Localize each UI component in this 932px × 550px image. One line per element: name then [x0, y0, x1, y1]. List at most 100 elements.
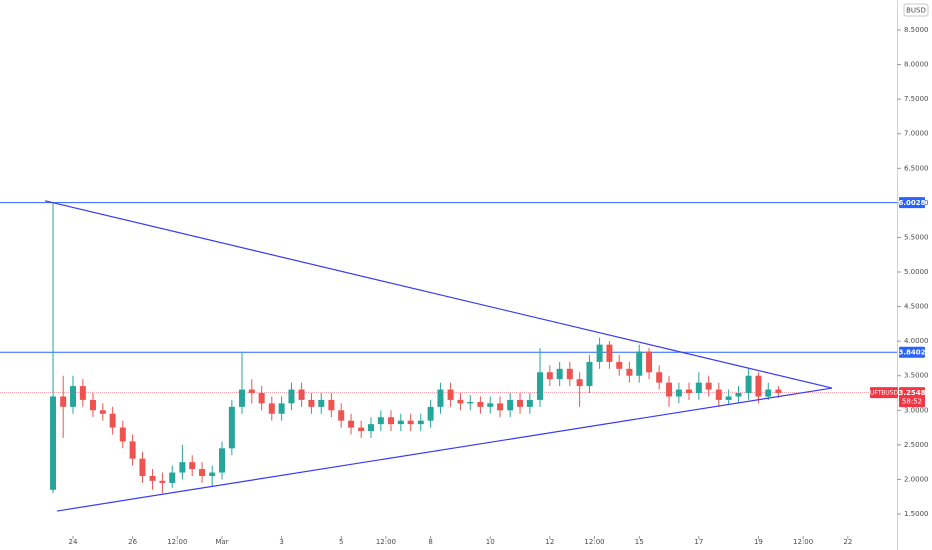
- candle-body: [89, 399, 96, 411]
- candle-body: [526, 399, 533, 407]
- candle-body: [228, 406, 235, 449]
- candle-body: [219, 448, 226, 473]
- x-tick-label: 12:00: [376, 538, 396, 546]
- candle-body: [636, 351, 643, 376]
- candle-body: [586, 361, 593, 387]
- candle-body: [79, 386, 86, 400]
- countdown-label: 58:52: [902, 398, 922, 406]
- x-tick-label: Mar: [215, 538, 228, 546]
- candle-body: [328, 399, 335, 411]
- candle-body: [735, 393, 742, 397]
- candle-body: [467, 402, 474, 404]
- candle-body: [775, 389, 782, 394]
- candle-body: [765, 389, 772, 397]
- candle-body: [487, 403, 494, 407]
- y-tick-label: 6.5000: [904, 164, 929, 172]
- candle-body: [189, 462, 196, 470]
- currency-label: BUSD: [906, 7, 926, 15]
- trend-line: [56, 387, 833, 512]
- candle-body: [199, 469, 206, 476]
- y-tick-label: 4.0000: [904, 337, 929, 345]
- candle-body: [169, 472, 176, 483]
- candle-body: [109, 413, 116, 428]
- candle-body: [387, 417, 394, 425]
- candle-body: [546, 372, 553, 380]
- x-tick-label: 10: [486, 538, 495, 546]
- level-tag: [899, 346, 925, 358]
- candle-body: [99, 410, 106, 414]
- candle-body: [318, 399, 325, 407]
- candle-body: [715, 389, 722, 400]
- candle-body: [725, 396, 732, 400]
- candle-body: [705, 382, 712, 390]
- candle-body: [666, 382, 673, 397]
- x-tick-label: 3: [279, 538, 283, 546]
- level-label: 3.8402: [898, 349, 925, 357]
- candle-body: [606, 344, 613, 362]
- candle-body: [298, 389, 305, 400]
- y-tick-label: 2.0000: [904, 475, 929, 483]
- candle-body: [407, 420, 414, 425]
- last-price-label: 3.2548: [898, 389, 925, 397]
- y-tick-label: 4.5000: [904, 303, 929, 311]
- x-tick-label: 5: [339, 538, 343, 546]
- candle-body: [675, 389, 682, 397]
- candle-body: [616, 361, 623, 369]
- x-tick-label: 8: [428, 538, 432, 546]
- candle-body: [626, 368, 633, 376]
- y-tick-label: 7.5000: [904, 95, 929, 103]
- y-tick-label: 5.0000: [904, 268, 929, 276]
- candle-body: [129, 441, 136, 459]
- candle-body: [348, 420, 355, 428]
- y-tick-label: 5.5000: [904, 233, 929, 241]
- candle-body: [278, 403, 285, 414]
- candle-body: [427, 406, 434, 421]
- y-tick-label: 1.5000: [904, 510, 929, 518]
- candle-body: [368, 424, 375, 432]
- candle-body: [497, 403, 504, 411]
- candle-body: [179, 462, 186, 473]
- x-tick-label: 26: [128, 538, 137, 546]
- x-tick-label: 12:00: [793, 538, 813, 546]
- symbol-label: UFTBUSD: [870, 390, 899, 397]
- x-tick-label: 12:00: [167, 538, 187, 546]
- candle-body: [258, 393, 265, 404]
- candle-body: [477, 402, 484, 407]
- candle-body: [50, 396, 57, 490]
- candle-body: [437, 389, 444, 407]
- trend-line: [44, 200, 833, 389]
- x-tick-label: 15: [635, 538, 644, 546]
- y-tick-label: 8.5000: [904, 26, 929, 34]
- level-tag: [899, 197, 925, 209]
- y-tick-label: 2.5000: [904, 441, 929, 449]
- candle-body: [358, 427, 365, 432]
- candle-body: [417, 420, 424, 425]
- candle-body: [755, 375, 762, 397]
- candle-body: [139, 458, 146, 476]
- candle-body: [695, 382, 702, 394]
- y-tick-label: 3.5000: [904, 372, 929, 380]
- x-tick-label: 12: [545, 538, 554, 546]
- candle-body: [288, 389, 295, 404]
- candle-body: [556, 368, 563, 380]
- candle-body: [656, 372, 663, 383]
- candle-body: [238, 389, 245, 407]
- candle-body: [119, 427, 126, 442]
- symbol-tag: [870, 387, 898, 399]
- candle-body: [308, 399, 315, 407]
- candle-body: [248, 389, 255, 394]
- price-tag: [899, 387, 925, 408]
- candle-body: [377, 417, 384, 425]
- x-tick-label: 24: [69, 538, 78, 546]
- candle-body: [268, 403, 275, 414]
- candle-body: [159, 480, 166, 483]
- candle-body: [685, 389, 692, 394]
- candle-body: [209, 472, 216, 476]
- candle-body: [397, 420, 404, 425]
- candle-body: [457, 399, 464, 404]
- candle-body: [149, 475, 156, 481]
- candle-body: [745, 375, 752, 394]
- y-tick-label: 3.0000: [904, 406, 929, 414]
